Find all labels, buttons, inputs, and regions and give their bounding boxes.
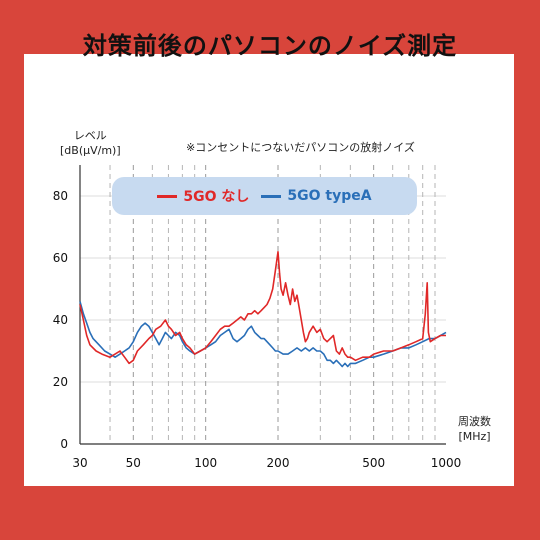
x-tick-label: 30	[72, 456, 87, 470]
y-tick-label: 40	[53, 313, 68, 327]
page-title: 対策前後のパソコンのノイズ測定	[82, 32, 458, 60]
legend: 5GO なし 5GO typeA	[112, 177, 417, 215]
x-tick-label: 1000	[431, 456, 462, 470]
x-tick-label: 100	[194, 456, 217, 470]
y-tick-label: 20	[53, 375, 68, 389]
y-tick-label: 60	[53, 251, 68, 265]
x-axis-label-line2: [MHz]	[458, 430, 491, 443]
y-tick-label: 0	[60, 437, 68, 451]
x-tick-label: 500	[362, 456, 385, 470]
series-line-before	[79, 251, 446, 365]
y-axis-label: レベル [dB(μV/m)]	[60, 128, 121, 158]
legend-swatch-before	[157, 194, 178, 198]
y-axis-label-line1: レベル	[73, 129, 107, 142]
x-axis-label: 周波数 [MHz]	[458, 414, 491, 444]
legend-label-before: 5GO なし	[183, 189, 250, 205]
legend-item-before: 5GO なし	[157, 186, 249, 206]
x-tick-label: 50	[126, 456, 141, 470]
legend-item-after: 5GO typeA	[261, 188, 372, 204]
y-axis-label-line2: [dB(μV/m)]	[60, 144, 121, 157]
y-tick-label: 80	[53, 189, 68, 203]
chart-card	[24, 54, 514, 486]
legend-label-after: 5GO typeA	[287, 188, 372, 204]
series-line-after	[79, 301, 447, 368]
x-axis-label-line1: 周波数	[458, 415, 491, 428]
chart-note: ※コンセントにつないだパソコンの放射ノイズ	[186, 141, 415, 154]
legend-swatch-after	[261, 194, 282, 198]
x-tick-label: 200	[267, 456, 290, 470]
